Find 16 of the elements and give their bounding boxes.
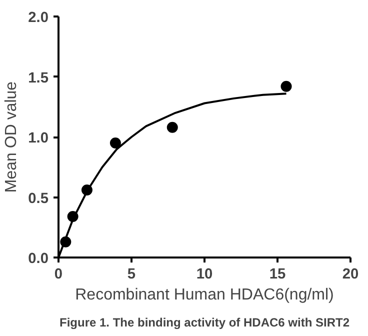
y-tick-label: 2.0 (28, 10, 48, 26)
x-tick-label: 5 (127, 266, 136, 282)
x-axis-title: Recombinant Human HDAC6(ng/ml) (75, 286, 334, 304)
y-tick-label: 1.5 (28, 70, 48, 86)
x-tick-label: 0 (54, 266, 63, 282)
y-axis-title: Mean OD value (3, 81, 20, 193)
point (110, 138, 121, 149)
y-tick-label: 1.0 (28, 130, 48, 146)
x-tick-label: 20 (342, 266, 359, 282)
y-tick-label: 0.5 (28, 190, 48, 207)
x-tick-label: 15 (269, 266, 286, 282)
caption: Figure 1. The binding activity of HDAC6 with SIRT2 (59, 316, 350, 330)
point (280, 80, 292, 92)
y-tick-label: 0.0 (28, 251, 48, 267)
x-tick-label: 10 (196, 266, 213, 282)
point (166, 122, 178, 133)
